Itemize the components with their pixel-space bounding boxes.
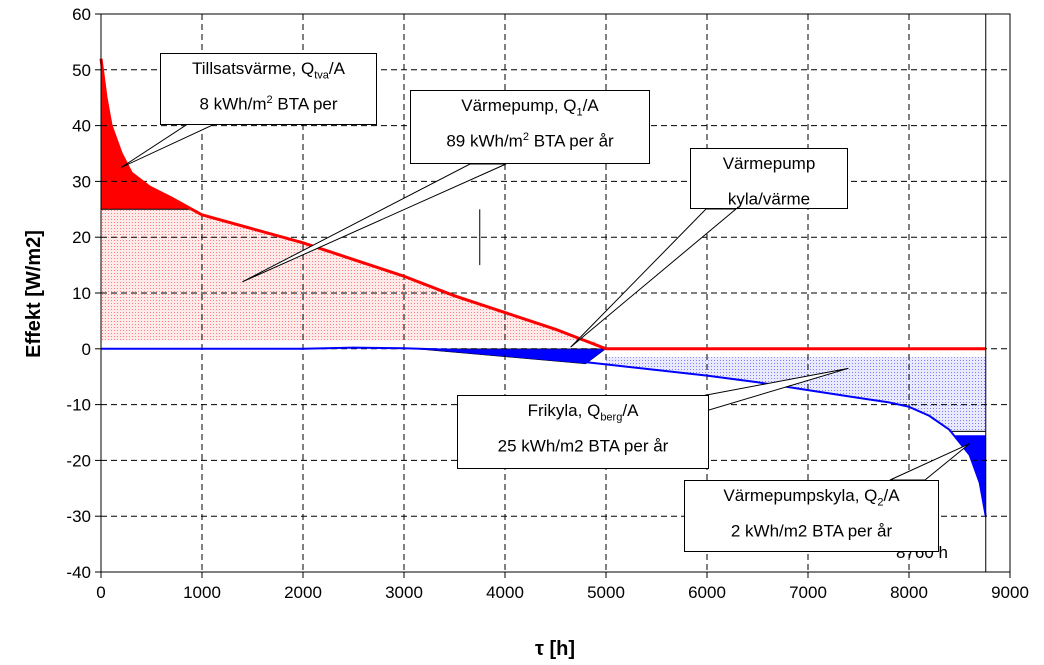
region-tillsatsvarme — [101, 58, 192, 210]
x-tick-label: 4000 — [486, 583, 524, 602]
heating-series-line — [99, 58, 986, 351]
annotation-line-2: kyla/värme — [691, 183, 847, 212]
callout-pointer-vpkyla — [889, 443, 970, 481]
callout-pointer-vp — [242, 163, 507, 283]
annotation-line-1: Tillsatsvärme, Qtva/A — [161, 56, 376, 88]
y-tick-label: -30 — [66, 507, 91, 526]
annotation-text: /A — [622, 401, 639, 420]
x-tick-label: 5000 — [587, 583, 625, 602]
annotation-line-1: Värmepumpskyla, Q2/A — [685, 483, 938, 515]
y-tick-label: 20 — [72, 228, 91, 247]
annotation-text: 8 kWh/m — [199, 95, 267, 115]
y-tick-label: 60 — [72, 5, 91, 24]
annotation-subscript: 2 — [877, 496, 884, 509]
annotation-text: Värmepumpskyla, Q — [723, 486, 878, 505]
annotation-vp: Värmepump, Q1/A 89 kWh/m2 BTA per år — [410, 90, 650, 164]
tick-labels: 0 1000 2000 3000 4000 5000 6000 7000 8000 9000 60 5… — [66, 5, 1028, 602]
annotation-text: /A — [328, 59, 345, 78]
x-axis-title: τ [h] — [535, 638, 575, 660]
x-tick-label: 2000 — [284, 583, 322, 602]
annotation-line-1: Frikyla, Qberg/A — [458, 398, 708, 430]
x-tick-label: 1000 — [183, 583, 221, 602]
annotation-text: kyla/värme — [727, 190, 811, 210]
annotation-text: 2 kWh/m2 BTA per år — [730, 522, 893, 542]
cooling-series-line — [101, 346, 987, 517]
annotation-tillsats: Tillsatsvärme, Qtva/A 8 kWh/m2 BTA per — [160, 53, 377, 125]
callout-pointers — [120, 115, 970, 481]
y-tick-label: -20 — [66, 451, 91, 470]
annotation-line-2: 25 kWh/m2 BTA per år — [458, 430, 708, 459]
annotation-line-2: 8 kWh/m2 BTA per — [161, 88, 376, 117]
annotation-text: BTA per år — [528, 132, 614, 152]
region-värmepump — [101, 209, 596, 345]
annotation-vpkv: Värmepump kyla/värme — [690, 148, 848, 209]
annotation-text: Tillsatsvärme, Q — [192, 59, 315, 78]
series-lines — [99, 14, 987, 572]
callout-pointer-vpkv — [570, 208, 738, 348]
annotation-line-2: 89 kWh/m2 BTA per år — [411, 125, 649, 154]
axes — [95, 13, 1011, 578]
annotation-text: /A — [883, 486, 900, 505]
region-frikyla — [606, 357, 986, 432]
annotation-superscript: 2 — [266, 94, 273, 107]
annotation-subscript: berg — [600, 411, 623, 424]
annotation-text: Värmepump — [722, 154, 816, 173]
annotation-line-1: Värmepump — [691, 151, 847, 183]
annotation-line-2: 2 kWh/m2 BTA per år — [685, 515, 938, 544]
annotation-text: BTA per — [272, 95, 338, 115]
y-tick-label: -40 — [66, 563, 91, 582]
annotation-vpkyla: Värmepumpskyla, Q2/A 2 kWh/m2 BTA per år — [684, 480, 939, 552]
x-tick-label: 3000 — [385, 583, 423, 602]
x-tick-label: 9000 — [991, 583, 1029, 602]
y-tick-label: 50 — [72, 61, 91, 80]
annotation-line-1: Värmepump, Q1/A — [411, 93, 649, 125]
annotation-text: 89 kWh/m — [446, 132, 523, 152]
y-tick-label: 30 — [72, 172, 91, 191]
annotation-text: Frikyla, Q — [527, 401, 601, 420]
region-varmepumpskyla — [954, 435, 986, 517]
y-axis-title: Effekt [W/m2] — [23, 230, 45, 358]
x-tick-label: 6000 — [688, 583, 726, 602]
annotation-frikyla: Frikyla, Qberg/A 25 kWh/m2 BTA per år — [457, 395, 709, 469]
annotation-subscript: 1 — [576, 106, 583, 119]
annotation-text: Värmepump, Q — [461, 96, 577, 115]
annotation-text: 25 kWh/m2 BTA per år — [497, 437, 669, 457]
x-tick-label: 0 — [96, 583, 105, 602]
annotation-superscript: 2 — [522, 131, 529, 144]
y-tick-label: 0 — [82, 340, 91, 359]
y-tick-label: -10 — [66, 396, 91, 415]
annotation-text: /A — [582, 96, 599, 115]
y-tick-label: 40 — [72, 117, 91, 136]
x-tick-label: 7000 — [789, 583, 827, 602]
annotation-subscript: tva — [314, 69, 329, 82]
y-tick-label: 10 — [72, 284, 91, 303]
x-tick-label: 8000 — [890, 583, 928, 602]
